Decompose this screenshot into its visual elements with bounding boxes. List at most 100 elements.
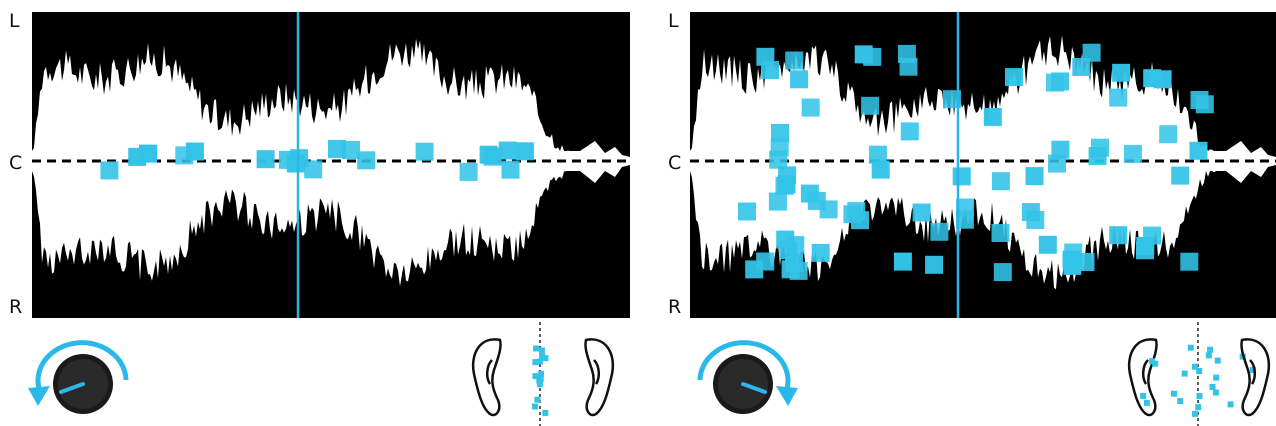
mini-grain <box>1249 367 1256 373</box>
mini-grain <box>542 355 549 362</box>
grain <box>776 230 795 249</box>
grain <box>175 146 194 165</box>
grain <box>1109 88 1128 107</box>
grain <box>1082 43 1101 62</box>
mini-grain <box>537 358 543 365</box>
knob-indicator <box>59 382 85 394</box>
mini-grain <box>532 373 539 380</box>
grain <box>286 154 305 173</box>
grain <box>768 192 787 211</box>
mini-grain <box>1196 368 1203 374</box>
mini-grain <box>1196 393 1203 399</box>
grain <box>304 160 323 179</box>
grain <box>1048 154 1066 173</box>
right-ear-icon <box>584 338 615 417</box>
mini-grain <box>1209 383 1216 390</box>
spread-knob[interactable] <box>28 340 138 420</box>
grain <box>1051 140 1070 159</box>
grain <box>128 147 147 166</box>
grain <box>785 254 804 272</box>
grain <box>771 123 789 142</box>
grain <box>745 260 764 279</box>
grain <box>775 176 794 195</box>
stereo-image-wide <box>1127 322 1271 426</box>
grain-group <box>738 43 1214 282</box>
grain <box>993 263 1012 282</box>
mini-grain <box>1181 370 1188 377</box>
grain <box>1112 63 1131 82</box>
grain <box>801 98 820 117</box>
label-center-channel: C <box>668 152 682 174</box>
rotation-arrow-icon <box>697 340 791 393</box>
grain <box>515 142 534 161</box>
grain <box>991 224 1010 242</box>
grain <box>1005 68 1023 87</box>
grain <box>1123 144 1142 163</box>
mini-grain <box>542 409 549 416</box>
grain <box>459 162 478 181</box>
label-left-channel: L <box>668 10 679 32</box>
mini-grain <box>538 370 545 377</box>
mini-grain <box>537 376 544 383</box>
grain <box>1189 141 1208 160</box>
grain <box>811 243 830 262</box>
grain <box>900 122 919 141</box>
grain <box>498 141 517 160</box>
grain <box>1143 226 1162 245</box>
mini-grain <box>1171 390 1177 397</box>
label-right-channel: R <box>668 296 682 318</box>
mini-grain <box>1213 374 1220 381</box>
grain <box>357 151 376 170</box>
grain <box>943 90 961 109</box>
mini-grain <box>1177 398 1184 405</box>
mini-grain <box>1149 358 1156 365</box>
grain <box>930 222 949 241</box>
grain <box>851 211 869 230</box>
mini-grain <box>1191 363 1198 370</box>
mini-grain <box>536 381 543 388</box>
waveform-display <box>690 12 1276 318</box>
grain <box>861 96 880 115</box>
mini-grain-group <box>531 345 549 416</box>
label-left-channel: L <box>9 10 20 32</box>
grain <box>1063 256 1082 275</box>
label-center-channel: C <box>9 152 23 174</box>
mini-grain <box>1212 389 1219 396</box>
waveform-shape <box>32 38 630 287</box>
mini-grain <box>1214 357 1221 364</box>
rotation-arrow-icon <box>35 340 129 393</box>
grain <box>100 161 119 180</box>
grain <box>785 51 804 70</box>
grain <box>256 150 275 169</box>
spread-knob[interactable] <box>688 340 798 420</box>
knob-indicator <box>741 382 767 394</box>
stereo-image-narrow <box>471 322 615 426</box>
mini-grain <box>531 403 538 410</box>
grain <box>479 145 498 164</box>
grain <box>1190 91 1209 109</box>
grain <box>790 70 809 89</box>
rotation-arrow-head-icon <box>776 386 798 406</box>
grain <box>800 184 819 203</box>
grain <box>1171 166 1190 185</box>
grain <box>893 252 912 271</box>
grain <box>328 139 346 158</box>
grain <box>991 172 1010 191</box>
mini-grain <box>532 359 539 366</box>
grain <box>501 160 520 179</box>
grain <box>925 255 944 274</box>
grain <box>1091 138 1109 157</box>
panel-wide: L C R <box>658 0 1276 426</box>
mini-grain-group <box>1140 344 1256 417</box>
rotation-arrow-head-icon <box>28 386 50 406</box>
grain <box>1136 241 1154 260</box>
panel-narrow: L C R <box>9 10 630 426</box>
right-ear-icon <box>1240 338 1271 417</box>
mini-grain <box>539 353 546 360</box>
left-ear-icon <box>471 338 502 417</box>
grain <box>415 142 434 161</box>
grain <box>863 47 882 66</box>
grain <box>1109 226 1128 245</box>
mini-grain <box>1195 404 1202 411</box>
grain-group <box>100 139 534 181</box>
